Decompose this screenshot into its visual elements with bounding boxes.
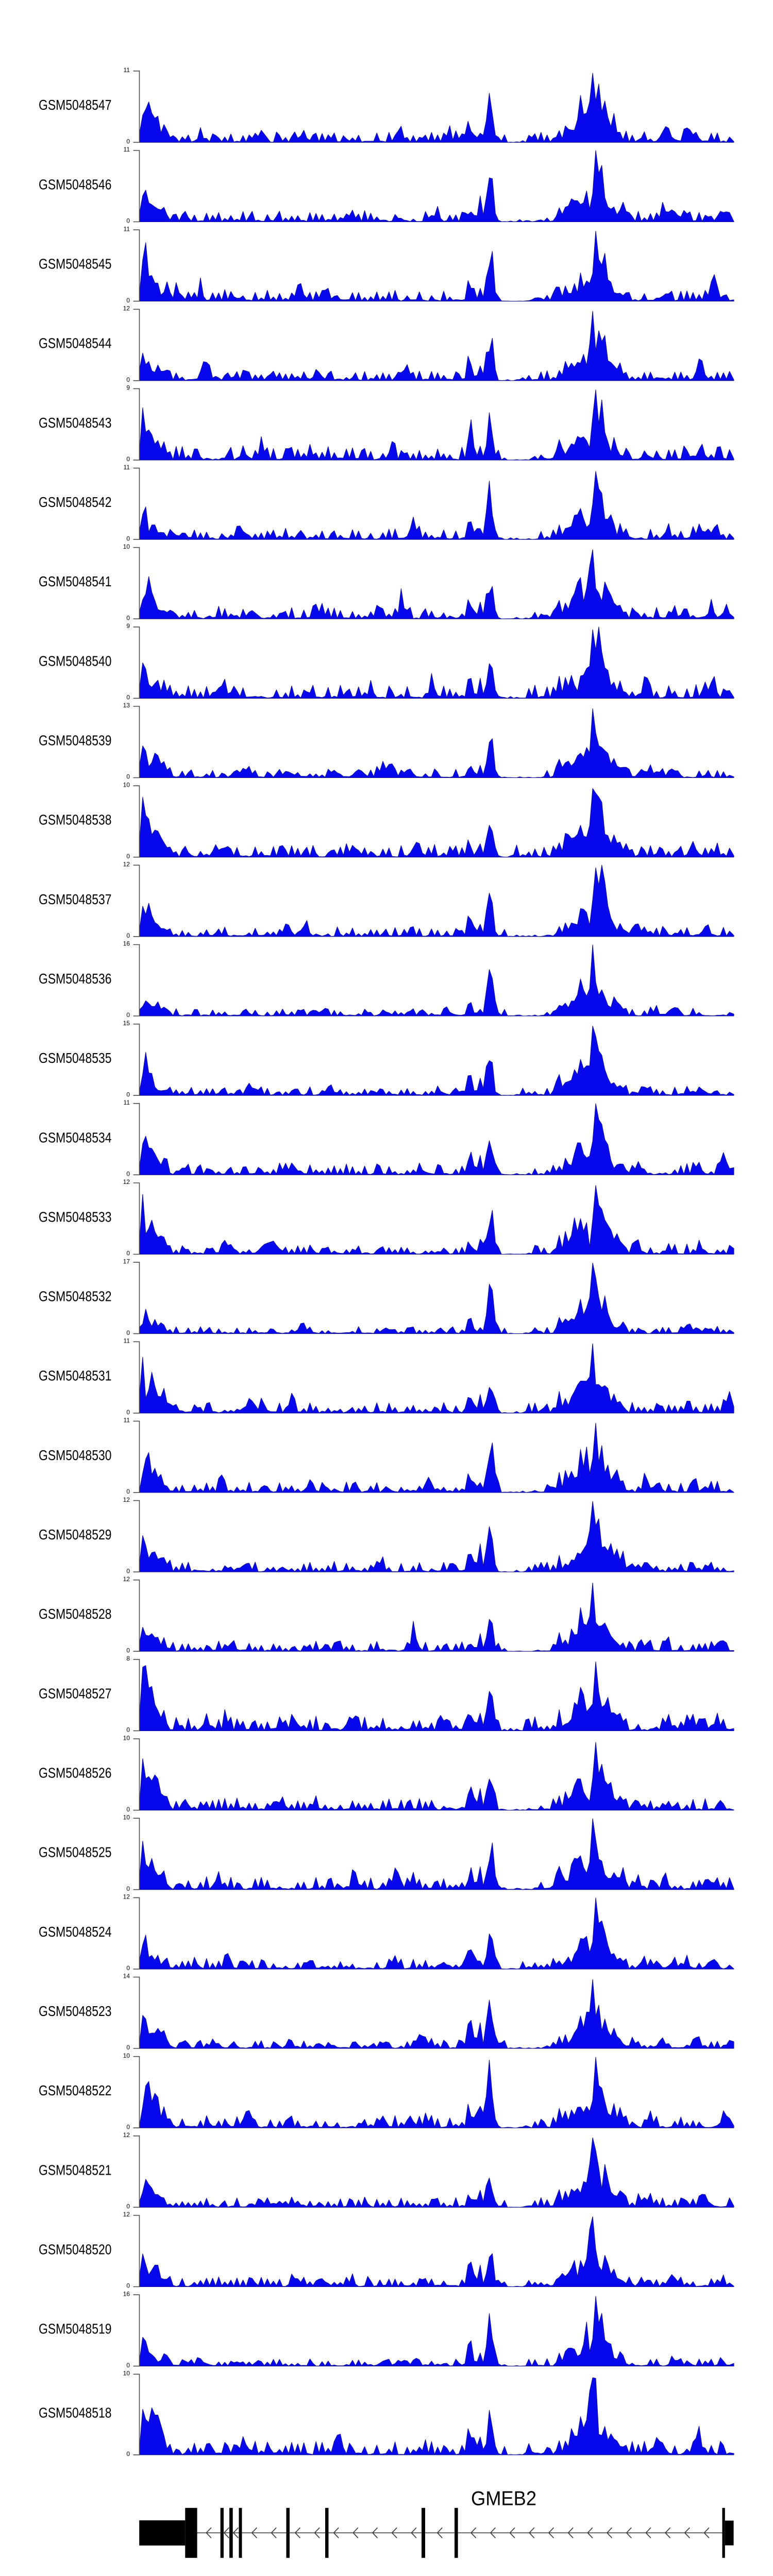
svg-text:12: 12 bbox=[123, 1893, 130, 1901]
svg-text:0: 0 bbox=[126, 1964, 130, 1972]
svg-text:0: 0 bbox=[126, 694, 130, 701]
svg-text:12: 12 bbox=[123, 1178, 130, 1185]
svg-text:16: 16 bbox=[123, 940, 130, 947]
svg-text:0: 0 bbox=[126, 1409, 130, 1416]
svg-text:GMEB2: GMEB2 bbox=[471, 2488, 536, 2510]
svg-text:0: 0 bbox=[126, 773, 130, 781]
svg-text:GSM5048526: GSM5048526 bbox=[39, 1765, 112, 1781]
svg-text:GSM5048546: GSM5048546 bbox=[39, 176, 112, 192]
svg-text:GSM5048539: GSM5048539 bbox=[39, 733, 112, 749]
svg-text:15: 15 bbox=[123, 1020, 130, 1027]
svg-text:0: 0 bbox=[126, 2044, 130, 2051]
svg-text:0: 0 bbox=[126, 1488, 130, 1495]
svg-text:GSM5048547: GSM5048547 bbox=[39, 97, 112, 113]
svg-text:17: 17 bbox=[123, 1258, 130, 1265]
svg-text:GSM5048521: GSM5048521 bbox=[39, 2162, 112, 2178]
svg-text:0: 0 bbox=[126, 138, 130, 145]
svg-text:GSM5048525: GSM5048525 bbox=[39, 1844, 112, 1860]
svg-text:0: 0 bbox=[126, 1885, 130, 1892]
svg-text:0: 0 bbox=[126, 1726, 130, 1734]
svg-text:0: 0 bbox=[126, 1091, 130, 1098]
svg-text:GSM5048532: GSM5048532 bbox=[39, 1289, 112, 1304]
svg-text:0: 0 bbox=[126, 535, 130, 542]
svg-text:0: 0 bbox=[126, 1329, 130, 1336]
svg-text:GSM5048530: GSM5048530 bbox=[39, 1447, 112, 1463]
svg-text:0: 0 bbox=[126, 1011, 130, 1019]
svg-text:GSM5048544: GSM5048544 bbox=[39, 335, 112, 351]
svg-text:10: 10 bbox=[123, 2052, 130, 2059]
svg-text:0: 0 bbox=[126, 1806, 130, 1813]
svg-text:13: 13 bbox=[123, 702, 130, 709]
svg-text:11: 11 bbox=[124, 225, 130, 232]
svg-text:12: 12 bbox=[123, 1575, 130, 1583]
svg-text:0: 0 bbox=[126, 1250, 130, 1257]
svg-text:12: 12 bbox=[123, 1496, 130, 1503]
svg-text:GSM5048537: GSM5048537 bbox=[39, 891, 112, 907]
svg-text:GSM5048527: GSM5048527 bbox=[39, 1685, 112, 1701]
svg-text:8: 8 bbox=[126, 1655, 130, 1662]
svg-text:10: 10 bbox=[123, 543, 130, 550]
svg-text:11: 11 bbox=[124, 146, 130, 153]
svg-text:16: 16 bbox=[123, 2290, 130, 2297]
svg-text:0: 0 bbox=[126, 2362, 130, 2369]
svg-text:0: 0 bbox=[126, 1171, 130, 1178]
svg-text:0: 0 bbox=[126, 853, 130, 860]
svg-text:GSM5048529: GSM5048529 bbox=[39, 1527, 112, 1543]
svg-text:11: 11 bbox=[124, 66, 130, 74]
svg-text:0: 0 bbox=[126, 455, 130, 463]
svg-text:14: 14 bbox=[123, 1973, 130, 1980]
svg-text:GSM5048535: GSM5048535 bbox=[39, 1050, 112, 1066]
svg-text:0: 0 bbox=[126, 1567, 130, 1574]
svg-text:10: 10 bbox=[123, 1814, 130, 1821]
svg-text:0: 0 bbox=[126, 217, 130, 225]
svg-text:GSM5048545: GSM5048545 bbox=[39, 256, 112, 272]
svg-text:GSM5048518: GSM5048518 bbox=[39, 2405, 112, 2421]
svg-text:GSM5048538: GSM5048538 bbox=[39, 812, 112, 828]
svg-text:11: 11 bbox=[124, 1417, 130, 1424]
svg-text:9: 9 bbox=[126, 384, 130, 392]
svg-text:11: 11 bbox=[124, 1337, 130, 1345]
svg-text:12: 12 bbox=[123, 305, 130, 312]
svg-text:11: 11 bbox=[124, 1099, 130, 1106]
svg-text:10: 10 bbox=[123, 781, 130, 788]
svg-text:10: 10 bbox=[123, 1734, 130, 1741]
svg-text:GSM5048528: GSM5048528 bbox=[39, 1606, 112, 1622]
svg-text:0: 0 bbox=[126, 614, 130, 621]
svg-text:GSM5048543: GSM5048543 bbox=[39, 415, 112, 431]
svg-text:0: 0 bbox=[126, 2123, 130, 2130]
svg-text:0: 0 bbox=[126, 297, 130, 304]
svg-text:GSM5048533: GSM5048533 bbox=[39, 1209, 112, 1225]
svg-text:0: 0 bbox=[126, 376, 130, 383]
svg-text:0: 0 bbox=[126, 2450, 130, 2458]
svg-text:0: 0 bbox=[126, 1647, 130, 1654]
svg-text:GSM5048540: GSM5048540 bbox=[39, 653, 112, 669]
svg-text:10: 10 bbox=[123, 2370, 130, 2377]
svg-text:GSM5048523: GSM5048523 bbox=[39, 2003, 112, 2019]
svg-text:GSM5048534: GSM5048534 bbox=[39, 1129, 112, 1145]
svg-text:GSM5048519: GSM5048519 bbox=[39, 2321, 112, 2337]
svg-text:GSM5048520: GSM5048520 bbox=[39, 2241, 112, 2257]
svg-text:0: 0 bbox=[126, 2203, 130, 2210]
svg-text:GSM5048522: GSM5048522 bbox=[39, 2082, 112, 2098]
svg-text:11: 11 bbox=[124, 464, 130, 471]
svg-text:GSM5048524: GSM5048524 bbox=[39, 1924, 112, 1940]
svg-text:0: 0 bbox=[126, 932, 130, 939]
svg-text:12: 12 bbox=[123, 2211, 130, 2218]
svg-text:GSM5048542: GSM5048542 bbox=[39, 494, 112, 510]
svg-text:9: 9 bbox=[126, 622, 130, 630]
svg-text:GSM5048536: GSM5048536 bbox=[39, 971, 112, 987]
svg-text:0: 0 bbox=[126, 2282, 130, 2290]
svg-text:GSM5048541: GSM5048541 bbox=[39, 573, 112, 589]
svg-text:12: 12 bbox=[123, 2131, 130, 2139]
svg-text:12: 12 bbox=[123, 861, 130, 868]
svg-text:GSM5048531: GSM5048531 bbox=[39, 1368, 112, 1384]
